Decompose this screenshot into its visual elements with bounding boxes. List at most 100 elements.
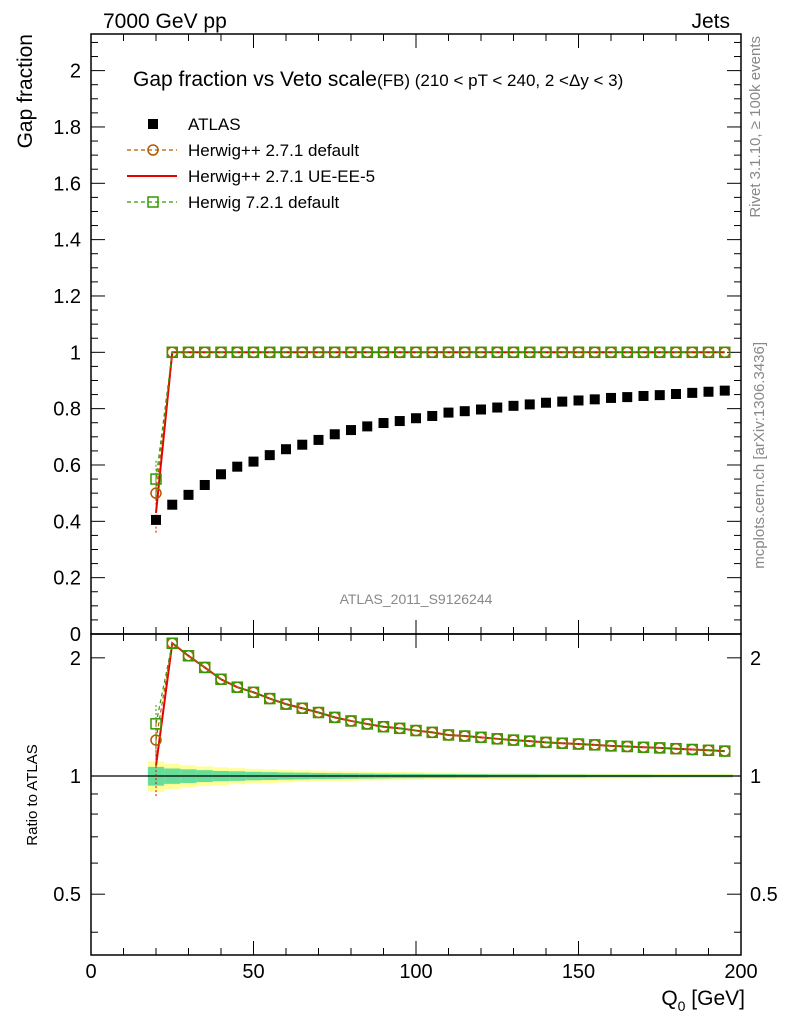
header-right: Jets [691, 10, 730, 33]
data-point [346, 425, 356, 436]
data-point [182, 650, 195, 662]
ratio-tick-label: 2 [70, 648, 81, 670]
data-point [557, 396, 568, 407]
y-axis-label: Gap fraction [14, 34, 37, 148]
y-tick-label: 0.8 [53, 399, 81, 421]
data-point [151, 514, 161, 525]
data-point [378, 418, 389, 429]
data-point [687, 387, 698, 398]
data-point [247, 346, 260, 359]
legend-item: ATLAS [148, 115, 241, 134]
data-point [540, 346, 552, 359]
data-point [166, 637, 178, 649]
ratio-y-axis-label: Ratio to ATLAS [24, 744, 41, 845]
data-point [702, 744, 715, 757]
series-line [155, 351, 725, 513]
y-tick-label: 2 [70, 61, 81, 83]
data-point [524, 735, 536, 747]
data-point [167, 499, 178, 510]
data-point [182, 346, 195, 359]
legend: ATLAS Herwig++ 2.7.1 default Herwig++ 2.7.… [127, 115, 375, 212]
data-point [231, 346, 243, 359]
chart-title: Gap fraction vs Veto scale(FB) (210 < pT… [133, 68, 623, 91]
chart-subtitle: (FB) (210 < pT < 240, 2 <Δy < 3) [377, 71, 623, 90]
data-point [670, 346, 682, 359]
y-tick-label: 1.6 [53, 173, 81, 195]
x-axis-label-main: Q [661, 987, 677, 1010]
x-tick-label: 150 [562, 961, 595, 983]
legend-item: Herwig 7.2.1 default [127, 193, 339, 212]
data-point [361, 718, 373, 730]
data-point [231, 681, 243, 693]
ratio-uncertainty-band [147, 761, 733, 793]
data-point [507, 346, 520, 359]
data-point [297, 439, 308, 450]
data-point [719, 385, 730, 396]
data-point [492, 402, 503, 413]
data-point [199, 661, 211, 674]
data-point [377, 720, 390, 733]
data-point [524, 346, 536, 359]
data-point [654, 390, 665, 401]
x-tick-label: 0 [85, 961, 96, 983]
data-point [296, 702, 308, 714]
data-point [410, 724, 422, 737]
data-point [556, 737, 568, 749]
data-point [622, 392, 633, 403]
y-tick-label: 0.6 [53, 455, 81, 477]
data-point [637, 346, 650, 359]
data-point [605, 740, 617, 752]
data-point [281, 444, 291, 455]
data-point [264, 346, 276, 359]
data-point [166, 346, 178, 359]
data-point [556, 346, 568, 359]
x-tick-label: 200 [724, 961, 757, 983]
data-point [572, 346, 585, 359]
data-point [183, 489, 194, 500]
data-point [147, 196, 159, 208]
data-point [508, 400, 519, 411]
data-point [329, 346, 341, 359]
series-line [155, 351, 725, 494]
data-point [621, 346, 633, 359]
data-point [377, 346, 390, 359]
data-point [686, 346, 698, 359]
data-point [459, 346, 471, 359]
data-point [686, 743, 698, 756]
data-point [312, 346, 325, 359]
data-point [248, 456, 259, 467]
legend-label: Herwig 7.2.1 default [188, 193, 339, 212]
axis-tick-labels: 0 50 100 150 200 0 0.2 0.4 0.6 0.8 1 1.2 1.4 1.6 1.8 2 0… [53, 61, 778, 983]
data-point [507, 734, 520, 746]
ratio-series-line [155, 642, 725, 752]
axis-ticks [90, 34, 742, 955]
data-point [719, 346, 731, 359]
data-point [654, 742, 666, 754]
data-point [329, 429, 340, 440]
mcplots-label: mcplots.cern.ch [arXiv:1306.3436] [751, 342, 768, 569]
data-point [280, 346, 292, 359]
data-point [216, 469, 226, 480]
data-point [443, 407, 454, 418]
x-tick-label: 50 [242, 961, 264, 983]
data-point [411, 413, 421, 424]
y-tick-label: 0 [70, 624, 81, 646]
data-point [247, 686, 260, 699]
data-point [459, 730, 471, 742]
data-point [199, 346, 211, 359]
header-left: 7000 GeV pp [103, 10, 227, 33]
legend-item: Herwig++ 2.7.1 UE-EE-5 [127, 167, 375, 186]
y-tick-label: 0.4 [53, 511, 81, 533]
data-point [312, 706, 325, 719]
data-point [215, 673, 227, 686]
data-point [345, 346, 357, 359]
legend-label: ATLAS [188, 115, 241, 134]
series-line [155, 351, 725, 480]
data-point [589, 346, 601, 359]
data-point [345, 715, 357, 727]
y-tick-label: 0.2 [53, 568, 81, 590]
ratio-plot-series [150, 637, 731, 797]
data-point [702, 346, 715, 359]
data-point [264, 450, 275, 461]
